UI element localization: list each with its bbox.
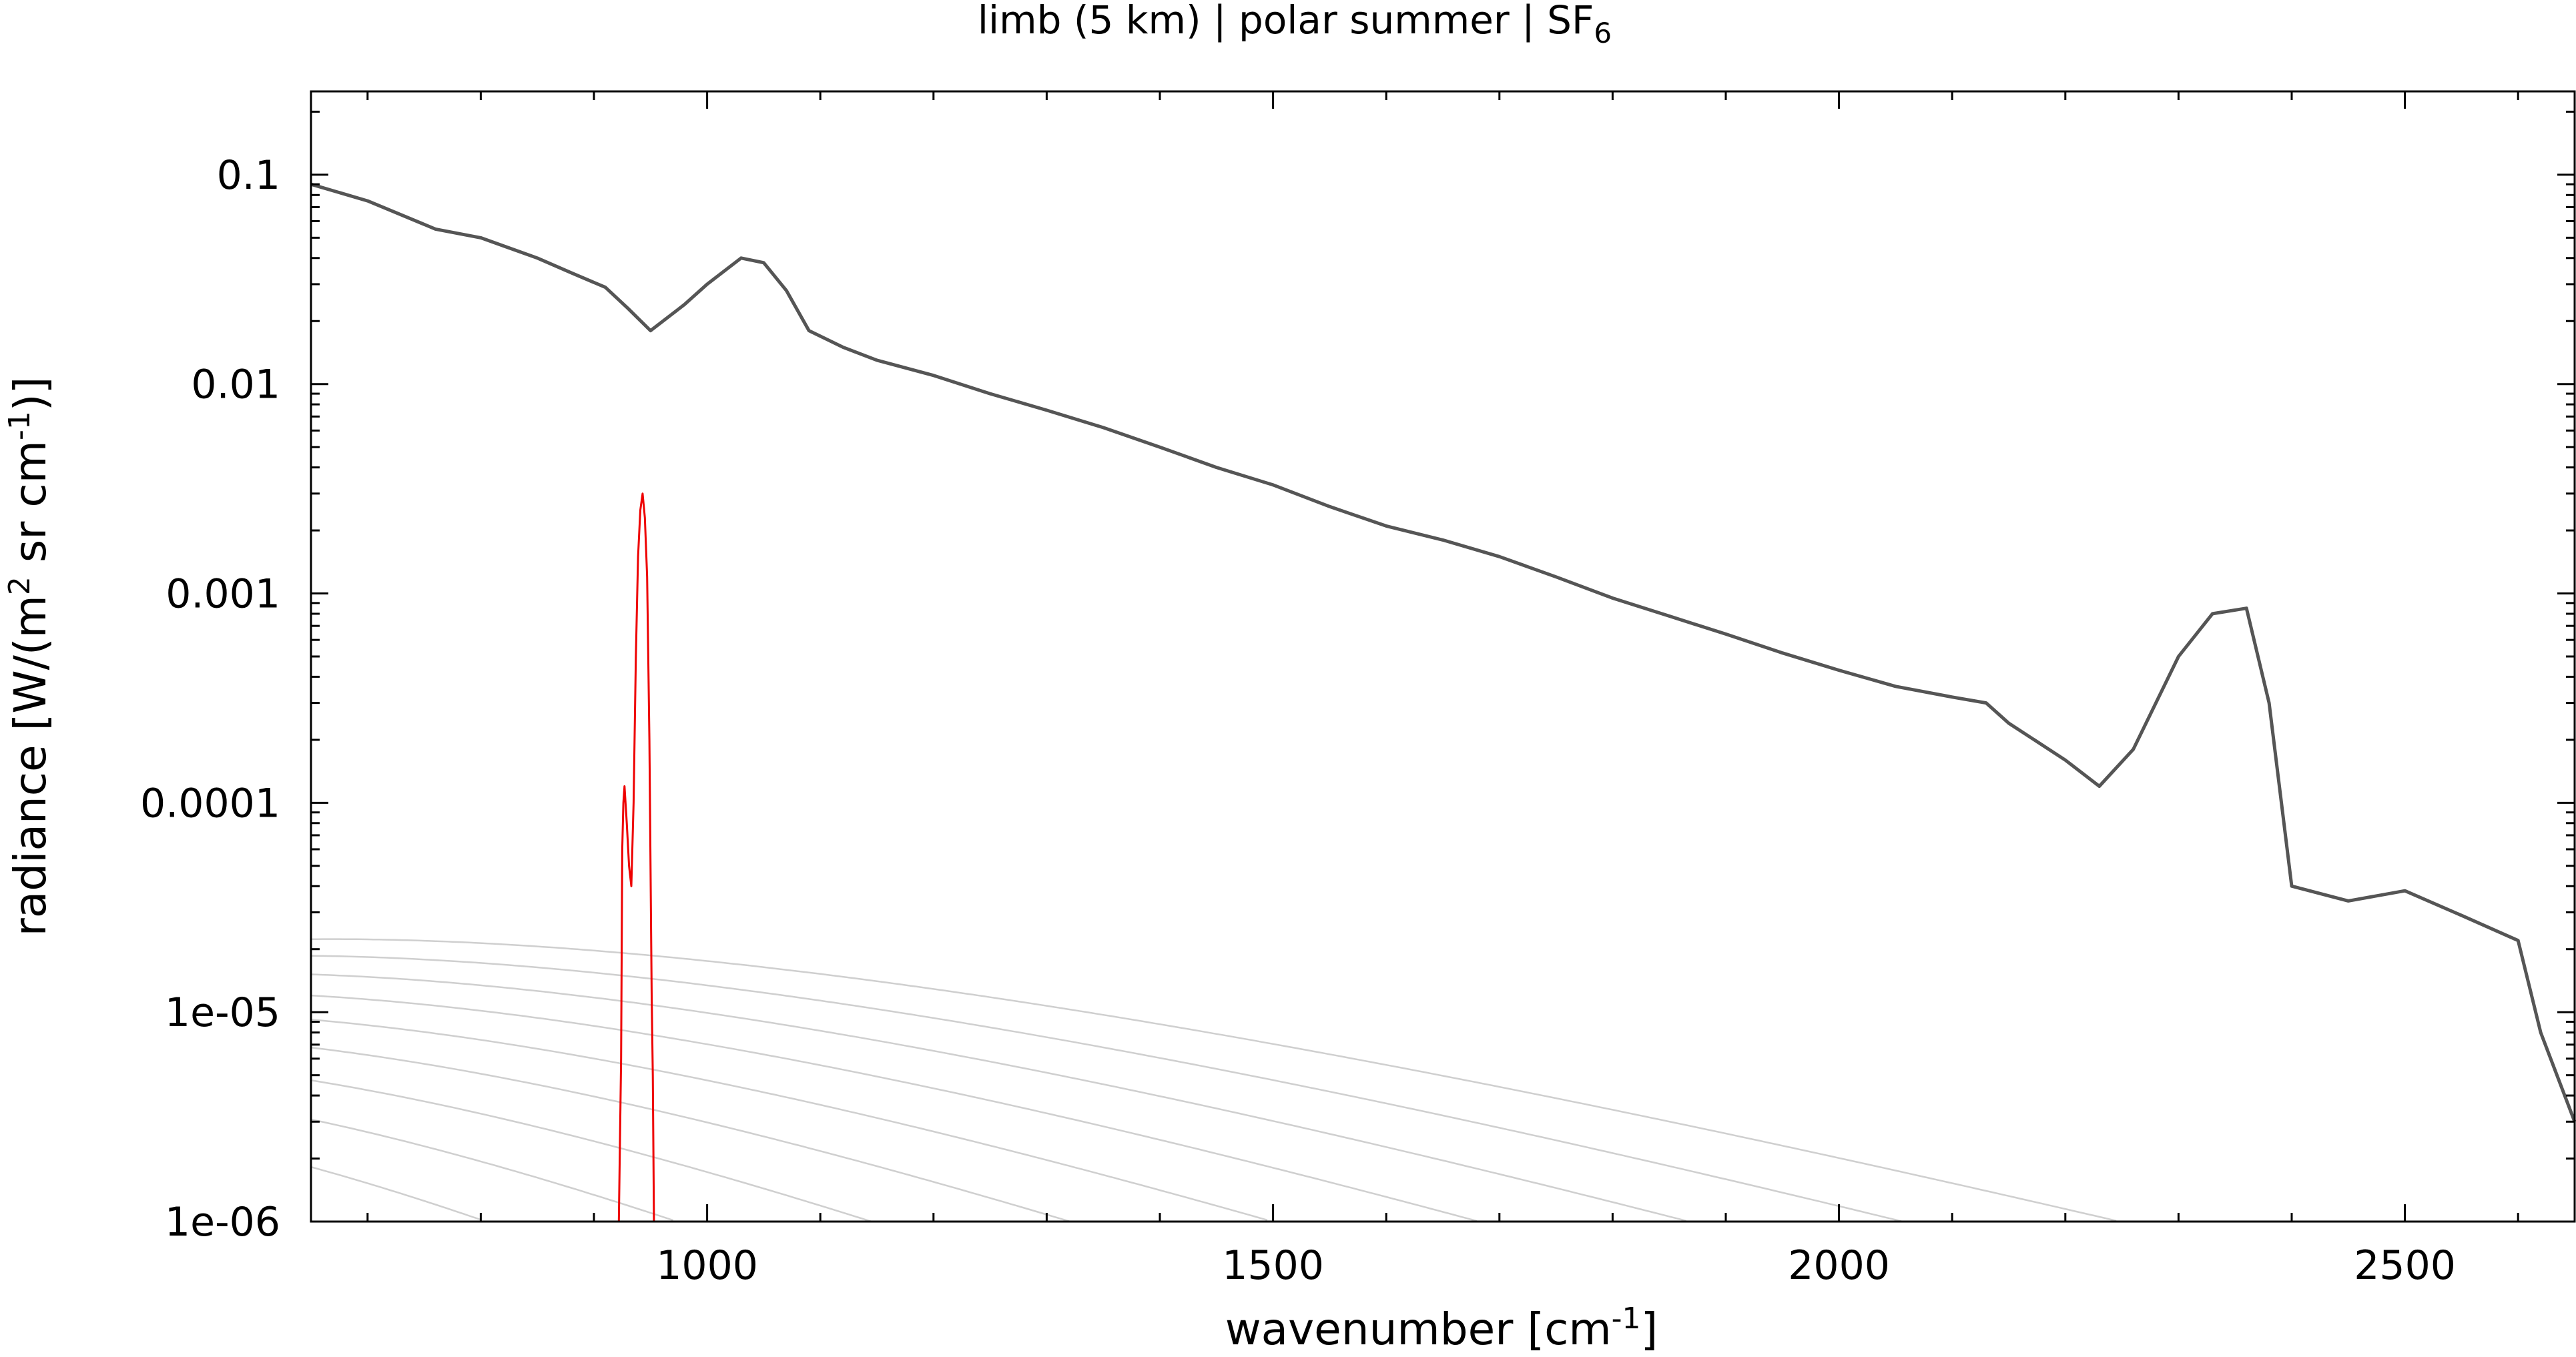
y-tick-label: 0.1 xyxy=(217,152,280,199)
reference-curve-240K xyxy=(310,1046,1070,1222)
reference-curve-340K xyxy=(311,938,2117,1222)
y-axis-label: radiance [W/(m2 sr cm-1)] xyxy=(3,377,56,937)
y-label-superscript-1: 2 xyxy=(3,576,37,595)
y-tick-label: 0.001 xyxy=(166,571,280,618)
reference-planck-curves xyxy=(310,938,2117,1222)
reference-curve-200K xyxy=(310,1118,674,1222)
reference-curve-180K xyxy=(310,1166,481,1221)
reference-curve-220K xyxy=(310,1079,872,1222)
reference-curve-260K xyxy=(310,1019,1268,1222)
y-tick-label: 0.0001 xyxy=(140,780,280,827)
axis-ticks xyxy=(311,91,2575,1223)
reference-curve-300K xyxy=(310,973,1686,1222)
reference-curve-320K xyxy=(310,955,1902,1222)
plot-frame xyxy=(310,90,2576,1223)
x-axis-label: wavenumber [cm-1] xyxy=(1225,1302,1658,1355)
y-label-superscript-2: -1 xyxy=(3,411,37,440)
reference-curve-280K xyxy=(310,994,1478,1222)
series-layer xyxy=(310,182,2576,1222)
x-tick-label: 2500 xyxy=(2354,1242,2456,1289)
x-tick-label: 1000 xyxy=(656,1242,758,1289)
x-label-superscript: -1 xyxy=(1612,1302,1641,1336)
spectrum-total-line xyxy=(310,182,2576,1123)
y-tick-label: 0.01 xyxy=(191,362,280,408)
axis-tick-labels: 1000 1500 2000 2500 1e-06 1e-05 0.0001 0.001 0.0… xyxy=(140,152,2456,1289)
title-subscript: 6 xyxy=(1594,17,1612,49)
chart-title: limb (5 km) | polar summer | SF6 xyxy=(978,0,1612,49)
x-tick-label: 1500 xyxy=(1222,1242,1324,1289)
y-tick-label: 1e-05 xyxy=(165,989,280,1036)
y-tick-label: 1e-06 xyxy=(165,1199,280,1246)
spectrum-sf6-line xyxy=(617,492,655,1222)
x-tick-label: 2000 xyxy=(1788,1242,1890,1289)
